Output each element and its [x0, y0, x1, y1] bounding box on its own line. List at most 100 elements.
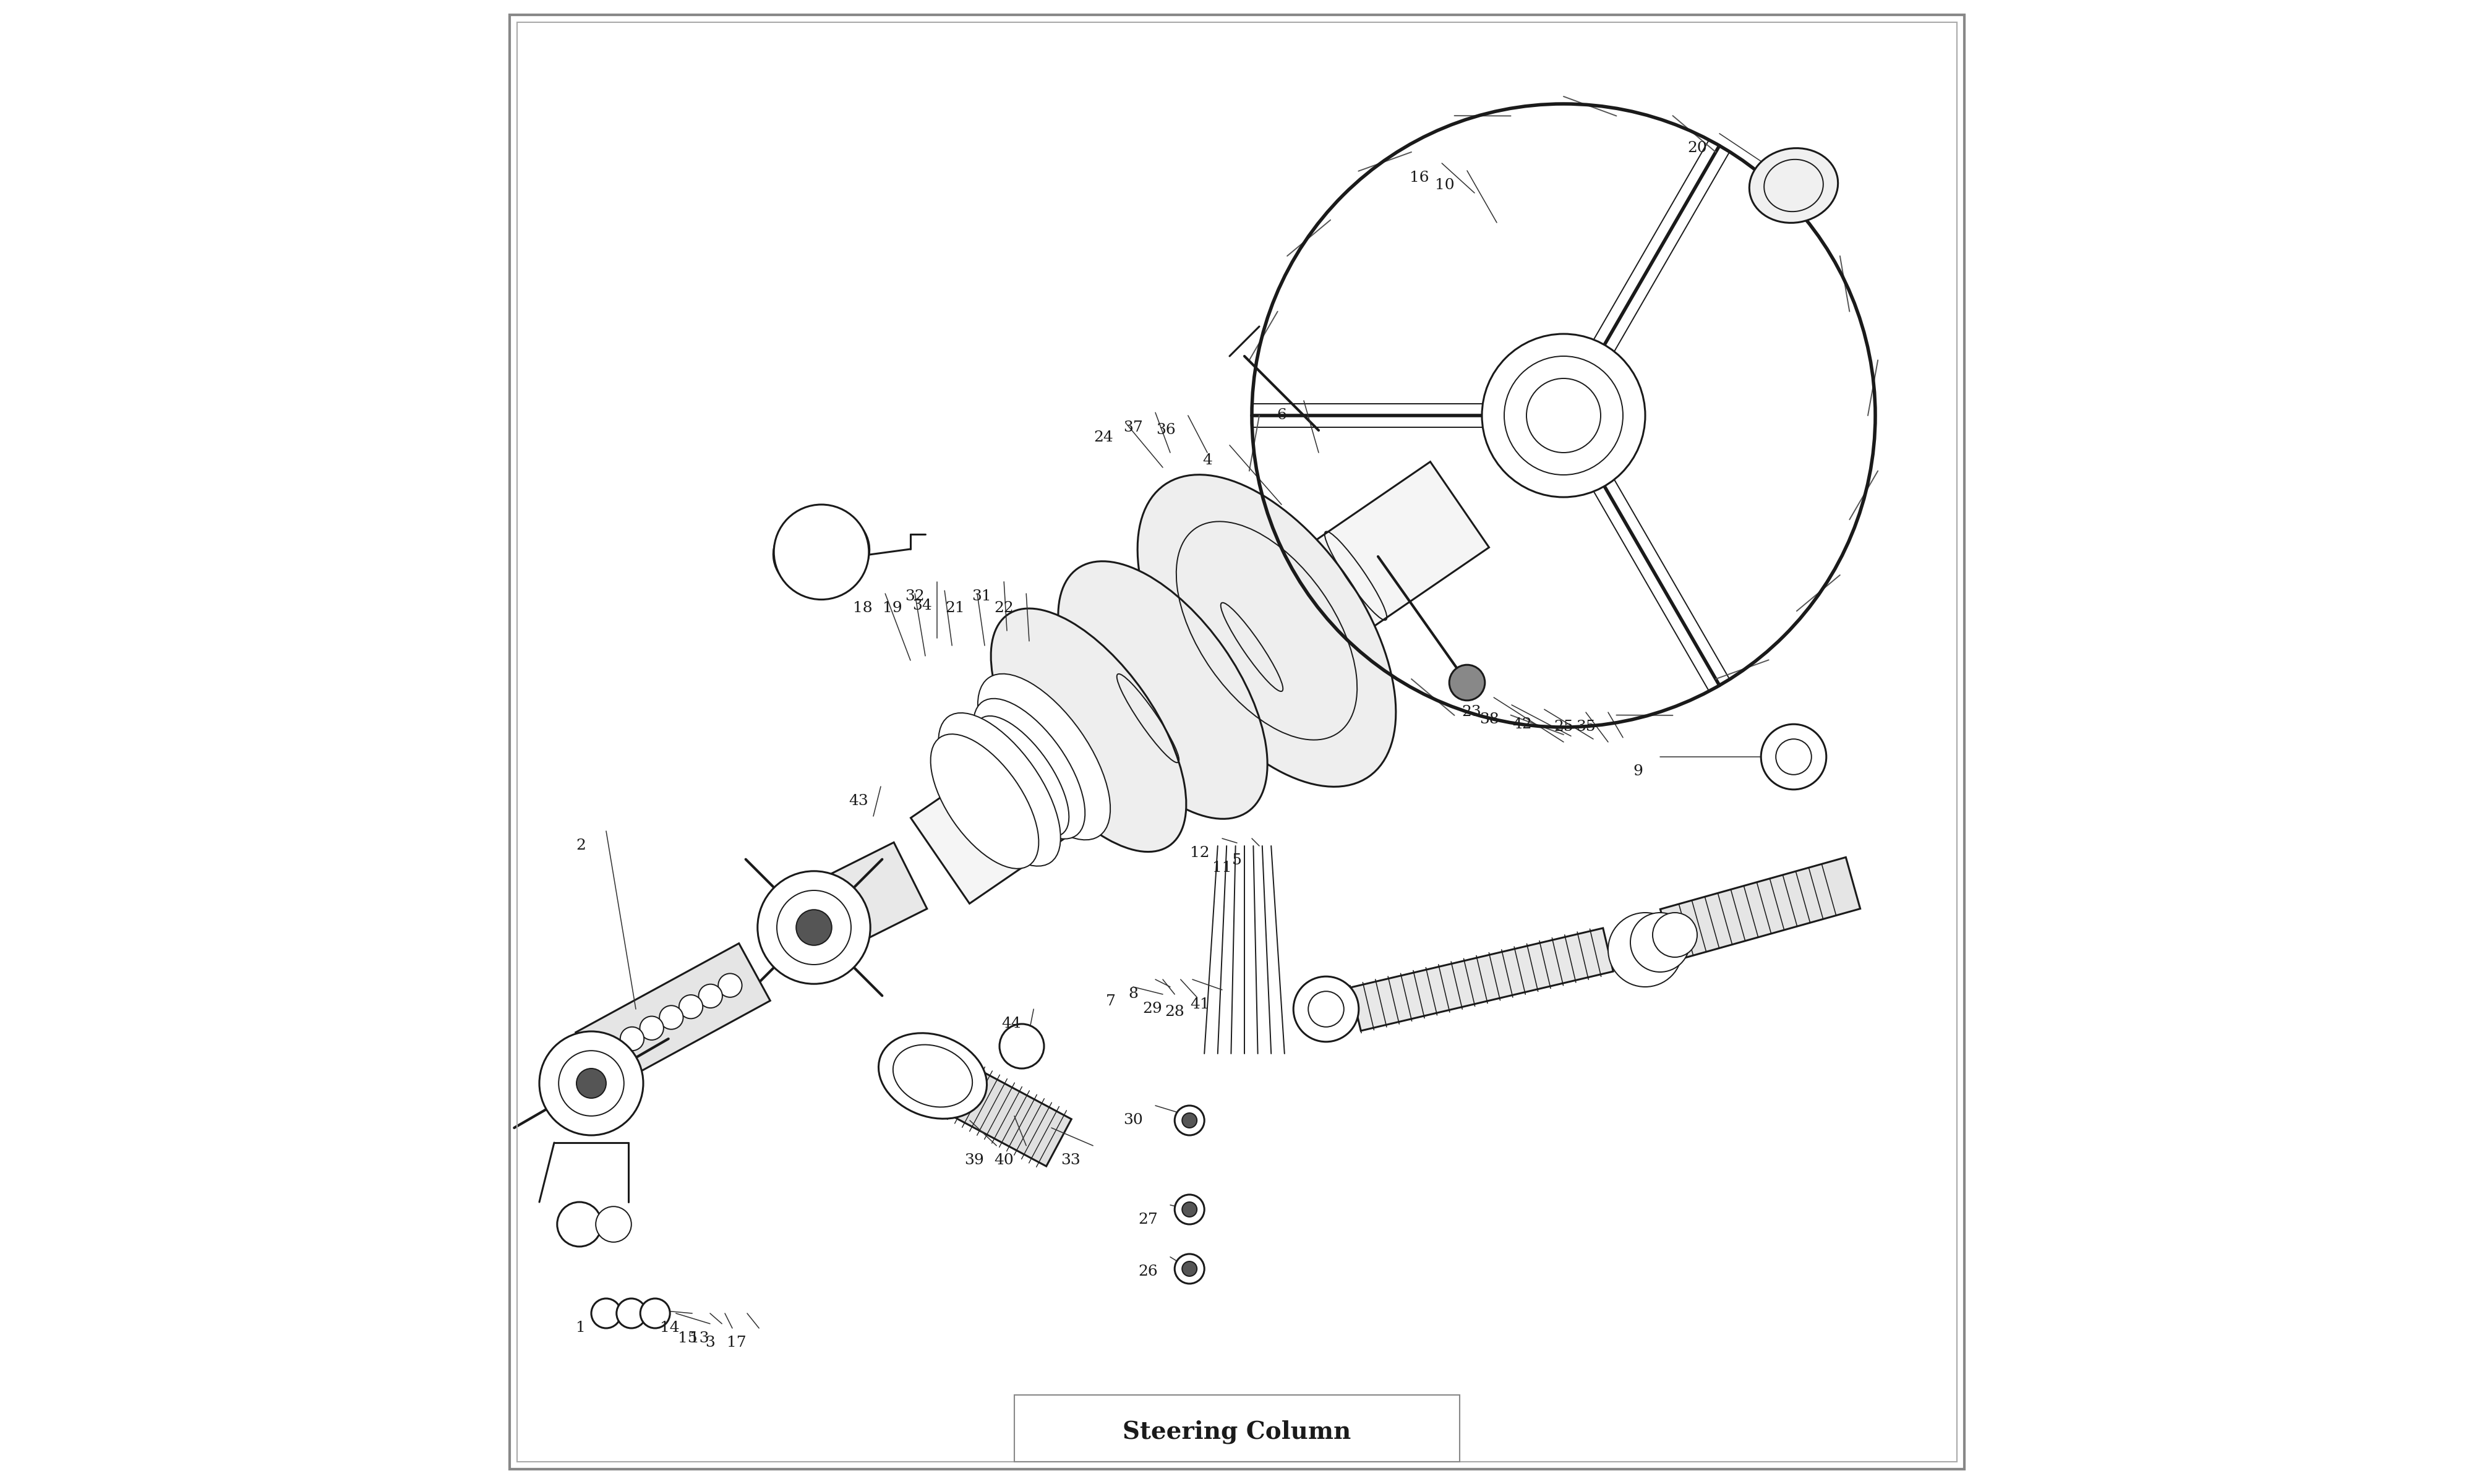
Text: 7: 7: [1106, 994, 1116, 1009]
Ellipse shape: [1059, 561, 1267, 819]
Circle shape: [591, 1298, 621, 1328]
Circle shape: [1761, 724, 1826, 789]
Text: 35: 35: [1576, 720, 1596, 735]
Circle shape: [797, 910, 831, 945]
Circle shape: [1183, 1261, 1197, 1276]
PathPatch shape: [1660, 858, 1860, 960]
Circle shape: [717, 974, 742, 997]
Circle shape: [1450, 665, 1484, 700]
Circle shape: [999, 1024, 1044, 1068]
Text: 12: 12: [1190, 846, 1210, 861]
Text: 42: 42: [1512, 717, 1531, 732]
Text: 43: 43: [849, 794, 868, 809]
Circle shape: [1653, 913, 1697, 957]
Text: 40: 40: [995, 1153, 1014, 1168]
Circle shape: [678, 994, 703, 1018]
Ellipse shape: [972, 699, 1086, 838]
Text: 20: 20: [1687, 141, 1707, 156]
Circle shape: [576, 1068, 606, 1098]
Text: 34: 34: [913, 598, 933, 613]
Circle shape: [698, 984, 722, 1008]
Circle shape: [1183, 1113, 1197, 1128]
PathPatch shape: [935, 1060, 1071, 1166]
Text: 19: 19: [883, 601, 903, 616]
Ellipse shape: [774, 510, 868, 594]
Circle shape: [1183, 1202, 1197, 1217]
Text: 11: 11: [1212, 861, 1232, 876]
Circle shape: [557, 1202, 601, 1247]
Circle shape: [1175, 1254, 1205, 1284]
Text: 10: 10: [1435, 178, 1455, 193]
PathPatch shape: [576, 944, 769, 1089]
Ellipse shape: [938, 712, 1061, 867]
Circle shape: [777, 890, 851, 965]
Circle shape: [1630, 913, 1690, 972]
PathPatch shape: [1351, 927, 1613, 1031]
Text: 38: 38: [1479, 712, 1499, 727]
PathPatch shape: [910, 462, 1489, 904]
Text: 17: 17: [727, 1336, 747, 1350]
Text: 9: 9: [1633, 764, 1643, 779]
Text: 36: 36: [1155, 423, 1175, 438]
Text: 23: 23: [1462, 705, 1482, 720]
Circle shape: [802, 530, 856, 583]
Circle shape: [1504, 356, 1623, 475]
Ellipse shape: [975, 715, 1069, 837]
Ellipse shape: [992, 608, 1185, 852]
Circle shape: [621, 1027, 643, 1051]
Circle shape: [1309, 991, 1343, 1027]
Ellipse shape: [1749, 148, 1838, 223]
Text: 2: 2: [576, 838, 586, 853]
Text: 44: 44: [1002, 1017, 1022, 1031]
Text: 25: 25: [1554, 720, 1573, 735]
Text: 33: 33: [1061, 1153, 1081, 1168]
Circle shape: [641, 1298, 670, 1328]
Ellipse shape: [878, 1033, 987, 1119]
Circle shape: [1771, 163, 1816, 208]
Text: 16: 16: [1410, 171, 1430, 186]
Text: 8: 8: [1128, 987, 1138, 1002]
Circle shape: [1175, 1195, 1205, 1224]
Text: 27: 27: [1138, 1212, 1158, 1227]
Circle shape: [814, 542, 844, 571]
Text: 3: 3: [705, 1336, 715, 1350]
Text: 32: 32: [905, 589, 925, 604]
Circle shape: [1776, 739, 1811, 775]
Circle shape: [1294, 976, 1358, 1042]
Circle shape: [757, 871, 871, 984]
Text: 15: 15: [678, 1331, 698, 1346]
Circle shape: [596, 1206, 631, 1242]
Circle shape: [1482, 334, 1645, 497]
Text: 5: 5: [1232, 853, 1242, 868]
Text: 24: 24: [1094, 430, 1113, 445]
Text: 37: 37: [1123, 420, 1143, 435]
Circle shape: [1608, 913, 1682, 987]
Ellipse shape: [977, 674, 1111, 840]
Circle shape: [1526, 378, 1601, 453]
Circle shape: [616, 1298, 646, 1328]
Circle shape: [774, 505, 868, 600]
Text: 28: 28: [1165, 1005, 1185, 1020]
Text: 21: 21: [945, 601, 965, 616]
Text: 1: 1: [576, 1321, 586, 1336]
Circle shape: [539, 1031, 643, 1135]
Circle shape: [661, 1006, 683, 1030]
Text: Steering Column: Steering Column: [1123, 1420, 1351, 1444]
Text: 6: 6: [1277, 408, 1286, 423]
Ellipse shape: [1138, 475, 1395, 787]
Circle shape: [1175, 1106, 1205, 1135]
Text: 31: 31: [972, 589, 992, 604]
Text: 30: 30: [1123, 1113, 1143, 1128]
Ellipse shape: [930, 735, 1039, 868]
Text: 29: 29: [1143, 1002, 1163, 1017]
Text: 39: 39: [965, 1153, 985, 1168]
Text: 18: 18: [854, 601, 873, 616]
Text: 41: 41: [1190, 997, 1210, 1012]
Text: 22: 22: [995, 601, 1014, 616]
Text: 4: 4: [1202, 453, 1212, 467]
Text: 13: 13: [690, 1331, 710, 1346]
Circle shape: [559, 1051, 623, 1116]
Ellipse shape: [893, 1045, 972, 1107]
Text: 26: 26: [1138, 1264, 1158, 1279]
PathPatch shape: [774, 843, 928, 968]
